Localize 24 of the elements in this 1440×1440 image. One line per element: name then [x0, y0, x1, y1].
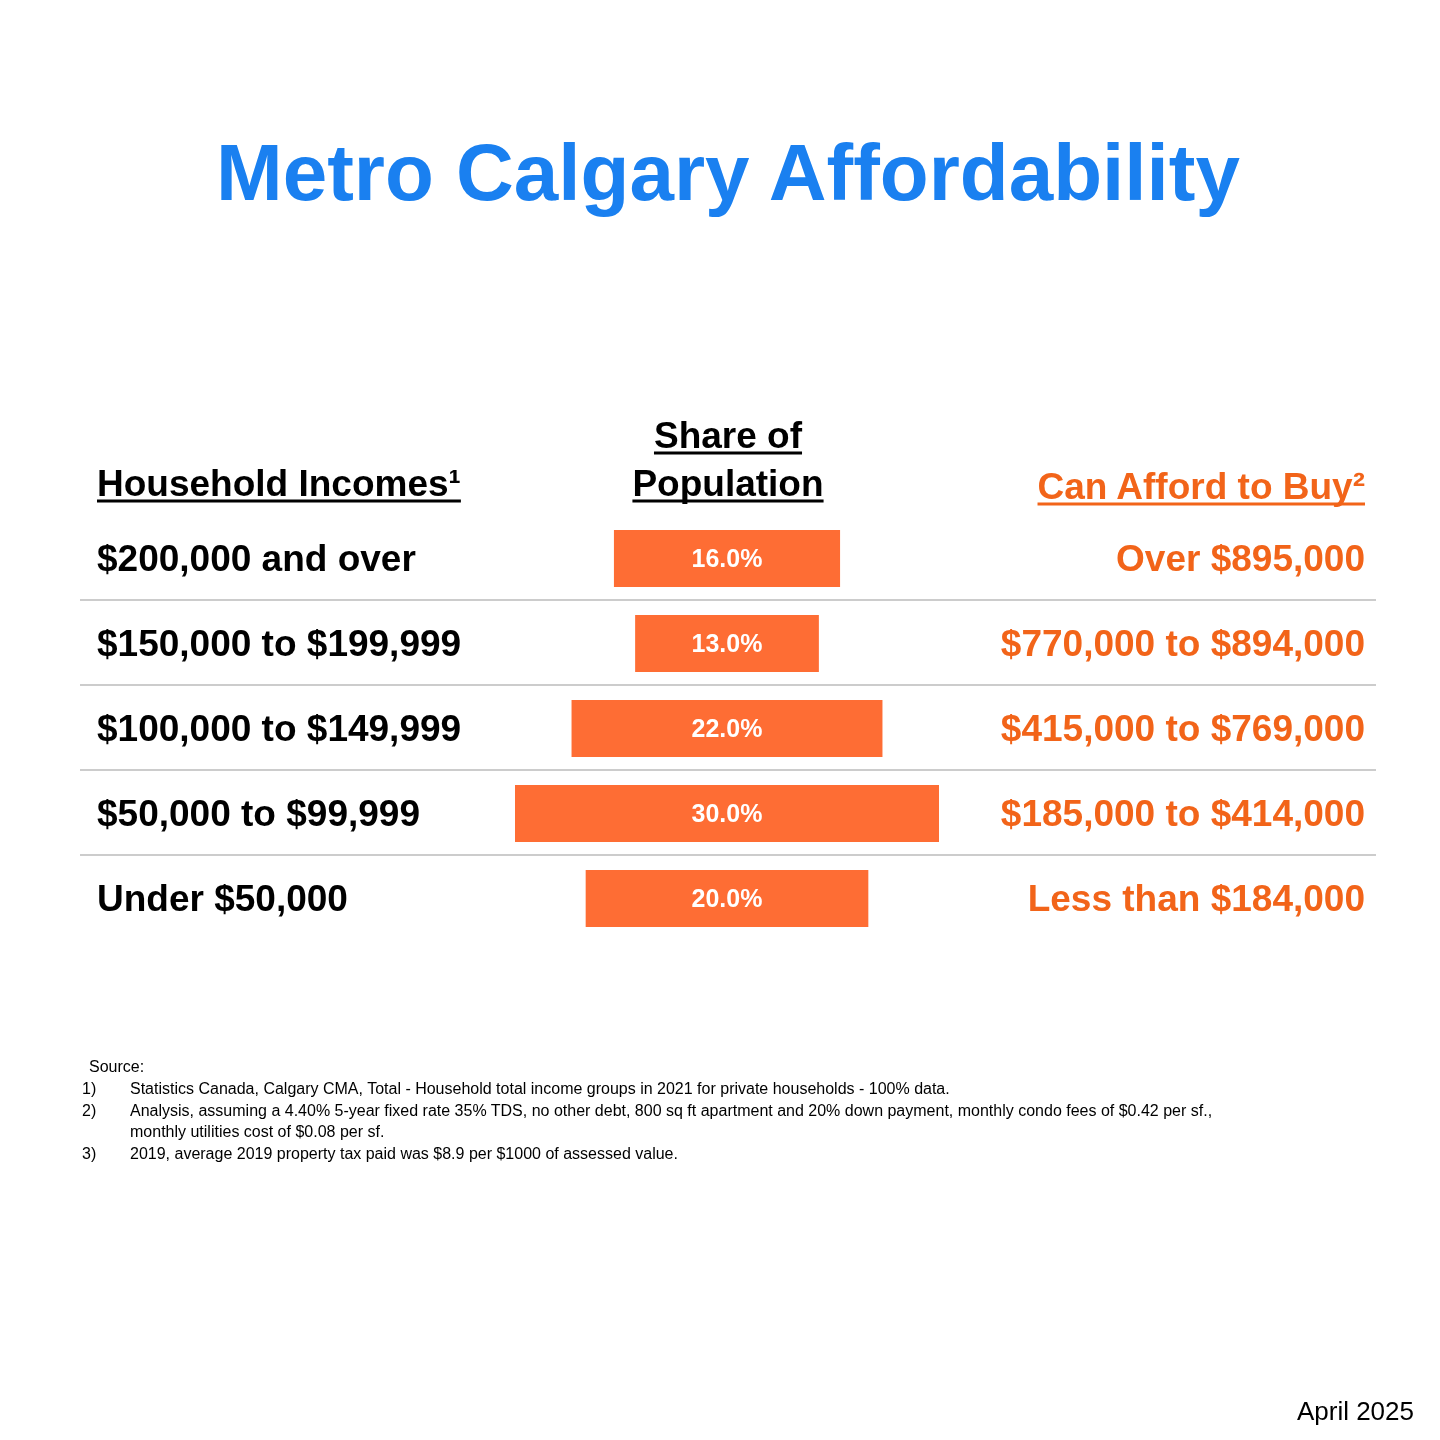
data-label: 20.0% — [691, 884, 763, 912]
text: $770,000 to $894,000 — [1000, 623, 1365, 664]
category-label: $200,000 and over — [97, 538, 416, 579]
data-label: 16.0% — [691, 544, 763, 572]
data-label: 30.0% — [691, 799, 763, 827]
data-label: 22.0% — [691, 714, 763, 742]
text: Metro Calgary Affordability — [216, 128, 1241, 217]
text: Household Incomes¹ — [97, 463, 461, 504]
text: 2) Analysis, assuming a 4.40% 5-year fixed rate 35% TDS, no other debt, 800 sq ft apartment and 20% down payment, monthly condo fees of $0.42 per sf., monthly utilities cost of $0.08 per sf. — [82, 1101, 1213, 1140]
text: 3) 2019, average 2019 property tax paid was $8.9 per $1000 of assessed value. — [82, 1144, 678, 1162]
text: $185,000 to $414,000 — [1000, 793, 1365, 834]
source-note: Source: — [89, 1058, 145, 1075]
category-label: $100,000 to $149,999 — [97, 708, 462, 749]
text: 1) Statistics Canada, Calgary CMA, Total - Household total income groups in 2021 for private households - 100% data. — [82, 1080, 950, 1097]
category-label: $50,000 to $99,999 — [97, 793, 420, 834]
category-label: Under $50,000 — [97, 878, 348, 919]
text: April 2025 — [1296, 1396, 1414, 1426]
text: Can Afford to Buy² — [1037, 466, 1365, 507]
text: $415,000 to $769,000 — [1000, 708, 1365, 749]
text: Share of Population — [632, 415, 824, 504]
data-label: 13.0% — [691, 629, 763, 657]
category-label: $150,000 to $199,999 — [97, 623, 462, 664]
text: Less than $184,000 — [1027, 878, 1365, 919]
text: Over $895,000 — [1116, 538, 1365, 579]
